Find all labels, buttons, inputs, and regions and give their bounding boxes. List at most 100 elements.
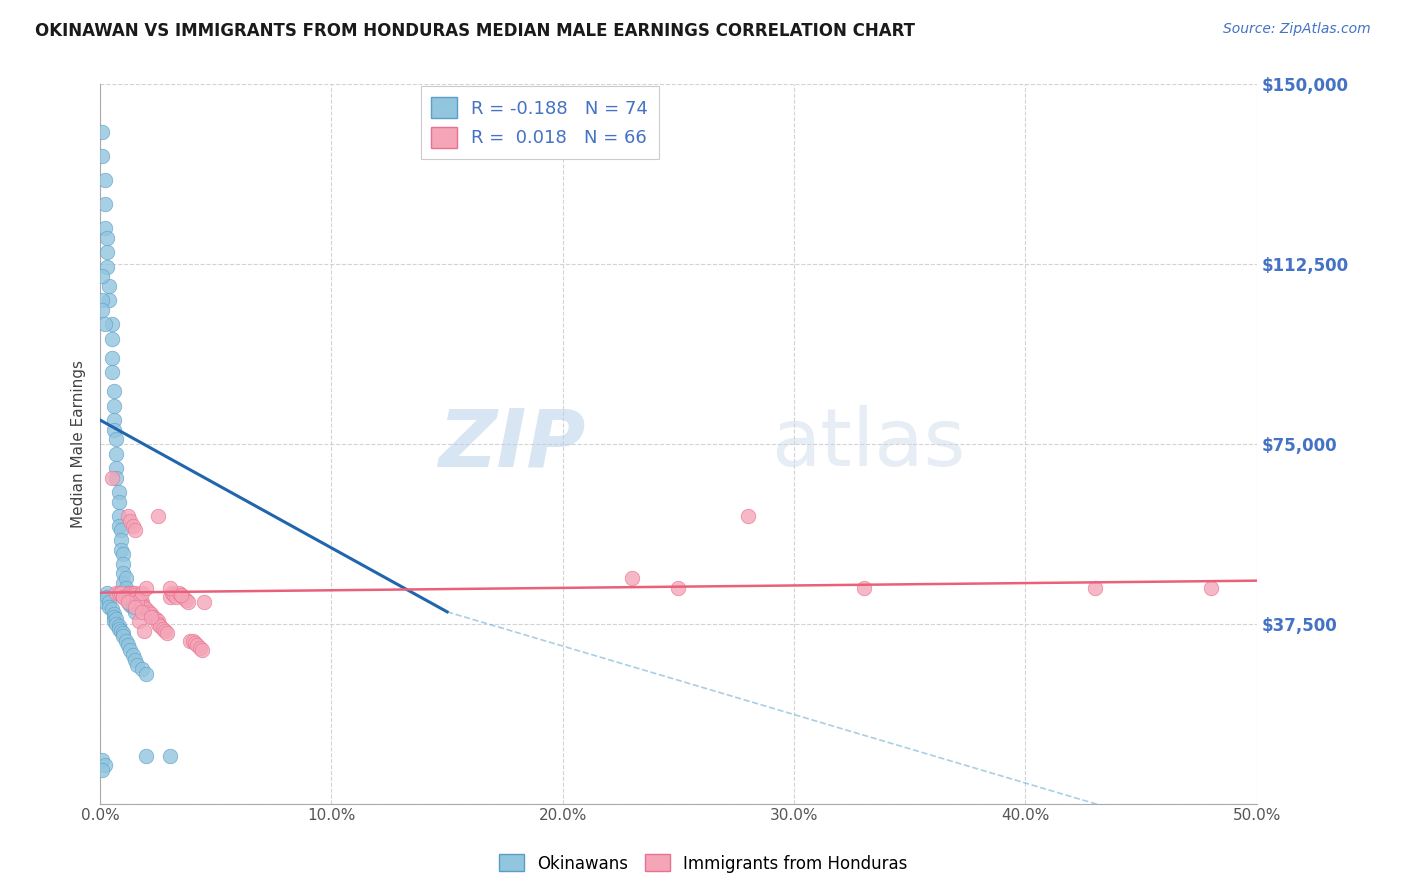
Point (160, 585, 183, 599)
Point (100, 470, 122, 484)
Point (131, 585, 153, 599)
Point (156, 626, 179, 640)
Point (124, 605, 146, 619)
Point (127, 591, 149, 605)
Point (114, 633, 136, 648)
Point (114, 591, 136, 605)
Point (103, 384, 125, 399)
Point (135, 602, 157, 616)
Point (124, 600, 146, 615)
Text: atlas: atlas (770, 405, 966, 483)
Point (110, 524, 132, 538)
Point (124, 653, 146, 667)
Point (135, 748, 157, 763)
Point (163, 588, 186, 602)
Point (96, 585, 118, 599)
Text: ZIP: ZIP (439, 405, 586, 483)
Point (107, 494, 129, 508)
Point (166, 591, 188, 605)
Point (121, 585, 143, 599)
Point (103, 423, 125, 437)
Point (120, 598, 142, 612)
Point (100, 602, 122, 616)
Point (107, 619, 129, 633)
Point (91, 125, 114, 139)
Point (112, 557, 135, 571)
Point (112, 629, 135, 643)
Point (94, 173, 117, 187)
Point (142, 609, 165, 624)
Point (98, 278, 121, 293)
Point (121, 518, 143, 533)
Point (132, 624, 155, 638)
Point (120, 591, 142, 605)
Point (110, 533, 132, 547)
Point (98, 293, 121, 308)
Point (128, 592, 150, 607)
Point (107, 518, 129, 533)
Point (112, 626, 135, 640)
Point (105, 616, 128, 631)
Point (96, 260, 118, 274)
Point (110, 624, 132, 638)
Point (94, 197, 117, 211)
Point (139, 607, 162, 622)
Point (114, 571, 136, 585)
Point (135, 667, 157, 681)
Point (170, 588, 193, 602)
Point (117, 585, 139, 599)
Point (91, 269, 114, 284)
Point (103, 413, 125, 427)
Point (852, 581, 875, 595)
Point (179, 633, 201, 648)
Point (127, 595, 149, 609)
Point (159, 748, 181, 763)
Point (172, 591, 194, 605)
Point (186, 639, 208, 653)
Point (112, 591, 135, 605)
Point (114, 581, 136, 595)
Point (120, 585, 142, 599)
Point (105, 470, 128, 484)
Point (131, 662, 153, 676)
Point (107, 622, 129, 636)
Point (1199, 581, 1222, 595)
Text: OKINAWAN VS IMMIGRANTS FROM HONDURAS MEDIAN MALE EARNINGS CORRELATION CHART: OKINAWAN VS IMMIGRANTS FROM HONDURAS MED… (35, 22, 915, 40)
Point (117, 639, 139, 653)
Point (91, 763, 114, 777)
Point (110, 542, 132, 557)
Point (112, 576, 135, 591)
Point (96, 245, 118, 260)
Point (117, 595, 139, 609)
Point (621, 571, 644, 585)
Point (112, 566, 135, 581)
Point (117, 591, 139, 605)
Point (128, 615, 150, 629)
Legend: R = -0.188   N = 74, R =  0.018   N = 66: R = -0.188 N = 74, R = 0.018 N = 66 (420, 87, 659, 159)
Point (132, 600, 155, 615)
Legend: Okinawans, Immigrants from Honduras: Okinawans, Immigrants from Honduras (492, 847, 914, 880)
Point (737, 508, 759, 523)
Point (135, 581, 157, 595)
Point (112, 547, 135, 561)
Point (167, 585, 190, 599)
Point (146, 615, 169, 629)
Point (94, 595, 117, 609)
Point (98, 600, 121, 615)
Point (110, 585, 132, 599)
Point (98, 595, 121, 609)
Point (146, 616, 169, 631)
Point (105, 585, 128, 599)
Point (117, 508, 139, 523)
Point (152, 622, 174, 636)
Point (91, 293, 114, 308)
Point (170, 588, 193, 602)
Point (107, 508, 129, 523)
Point (193, 595, 215, 609)
Point (121, 600, 143, 615)
Point (138, 605, 160, 619)
Point (120, 514, 142, 528)
Point (121, 648, 143, 662)
Point (153, 624, 176, 638)
Point (100, 365, 122, 379)
